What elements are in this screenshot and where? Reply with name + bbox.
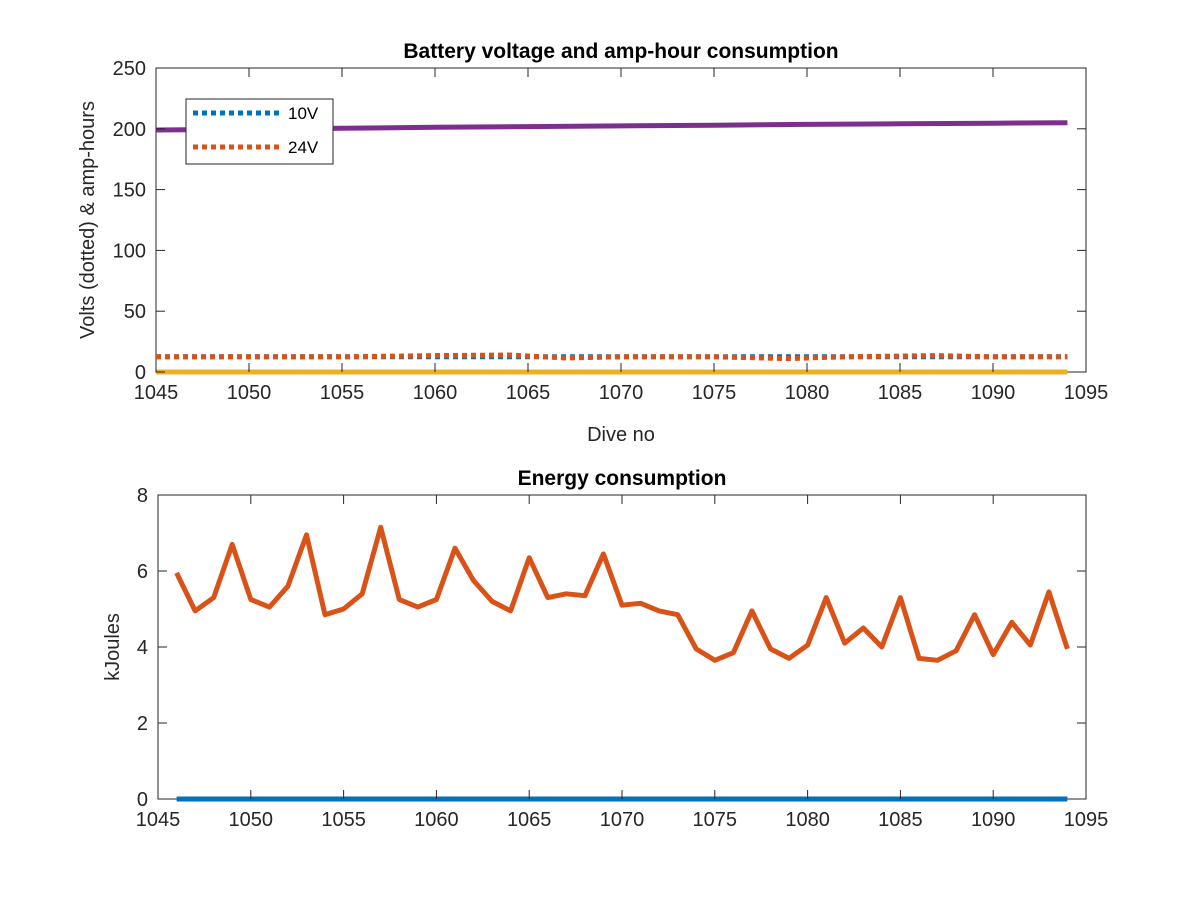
voltage-x-tick-label: 1095	[1064, 382, 1109, 404]
voltage-y-tick-label: 200	[113, 119, 146, 141]
energy-x-ticks: 1045 1050 1055 1060 1065 1070 1075 1080 1085 1090…	[136, 495, 1109, 831]
energy-y-tick-label: 6	[137, 561, 148, 583]
energy-x-tick-label: 1055	[321, 809, 366, 831]
legend: 10V 24V	[185, 98, 334, 165]
voltage-x-tick-label: 1065	[506, 382, 551, 404]
energy-x-tick-label: 1070	[600, 809, 645, 831]
voltage-y-tick-label: 100	[113, 240, 146, 262]
energy-x-tick-label: 1060	[414, 809, 459, 831]
energy-plot-area	[157, 494, 1087, 800]
energy-x-tick-label: 1095	[1064, 809, 1109, 831]
voltage-x-tick-label: 1060	[413, 382, 458, 404]
voltage-axes: 1045 1050 1055 1060 1065 1070 1075 1080 1085 1090…	[77, 40, 1108, 446]
voltage-x-tick-label: 1085	[878, 382, 923, 404]
energy-chart-title: Energy consumption	[518, 467, 727, 490]
voltage-chart-title: Battery voltage and amp-hour consumption	[403, 40, 838, 63]
voltage-x-tick-label: 1090	[971, 382, 1016, 404]
energy-x-tick-label: 1090	[971, 809, 1016, 831]
energy-x-tick-label: 1065	[507, 809, 552, 831]
energy-series-line-0	[174, 524, 1070, 663]
energy-x-tick-label: 1045	[136, 809, 181, 831]
energy-y-tick-label: 2	[137, 713, 148, 735]
energy-axes: 1045 1050 1055 1060 1065 1070 1075 1080 1085 1090…	[102, 467, 1108, 831]
voltage-x-tick-label: 1070	[599, 382, 644, 404]
voltage-y-tick-label: 0	[135, 362, 146, 384]
voltage-y-tick-label: 150	[113, 180, 146, 202]
energy-y-tick-label: 0	[137, 789, 148, 811]
energy-x-tick-label: 1085	[878, 809, 923, 831]
energy-y-tick-label: 4	[137, 637, 148, 659]
legend-label-24v: 24V	[288, 138, 319, 157]
energy-x-tick-label: 1075	[693, 809, 738, 831]
voltage-x-tick-label: 1050	[227, 382, 272, 404]
voltage-y-axis-label: Volts (dotted) & amp-hours	[77, 101, 99, 339]
energy-y-axis-label: kJoules	[102, 613, 124, 681]
voltage-x-axis-label: Dive no	[587, 424, 655, 446]
voltage-y-ticks: 0 50 100 150 200 250	[113, 58, 1086, 384]
legend-label-10v: 10V	[288, 104, 319, 123]
voltage-x-tick-label: 1080	[785, 382, 830, 404]
voltage-x-tick-label: 1045	[134, 382, 179, 404]
energy-y-ticks: 0 2 4 6 8	[137, 485, 1086, 811]
energy-y-tick-label: 8	[137, 485, 148, 507]
voltage-y-tick-label: 250	[113, 58, 146, 80]
legend-box	[185, 98, 334, 165]
voltage-y-tick-label: 50	[124, 301, 146, 323]
voltage-x-tick-label: 1075	[692, 382, 737, 404]
energy-x-tick-label: 1050	[229, 809, 274, 831]
voltage-x-tick-label: 1055	[320, 382, 365, 404]
voltage-x-ticks: 1045 1050 1055 1060 1065 1070 1075 1080 1085 1090…	[134, 68, 1109, 404]
energy-x-tick-label: 1080	[785, 809, 830, 831]
